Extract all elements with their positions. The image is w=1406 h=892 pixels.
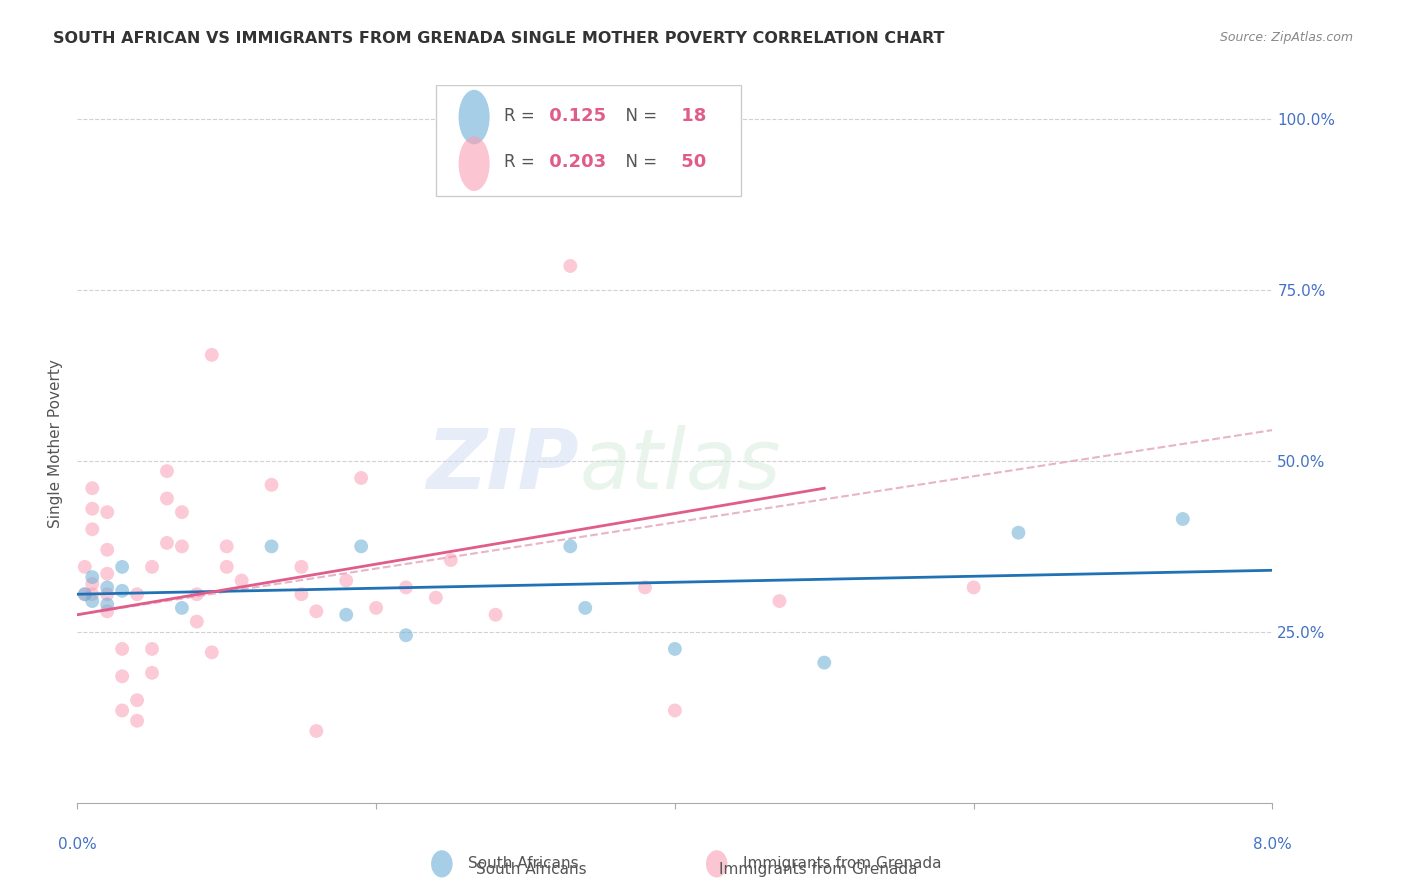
Point (813, 656, 835, 670)
Point (1171, 512, 1194, 526)
Ellipse shape (458, 136, 489, 191)
Point (96, 598, 118, 612)
Point (260, 478, 283, 492)
Text: ZIP: ZIP (426, 425, 579, 506)
Point (574, 601, 596, 615)
Text: R =: R = (503, 107, 540, 125)
Ellipse shape (458, 90, 489, 145)
Point (366, 601, 388, 615)
Point (560, 539, 582, 553)
Point (664, 703, 686, 717)
Point (111, 703, 134, 717)
Text: atlas: atlas (579, 425, 780, 506)
Point (127, 693, 149, 707)
Point (82, 577, 104, 591)
Point (111, 642, 134, 657)
Point (96, 505, 118, 519)
Point (82, 570, 104, 584)
Point (305, 604, 328, 618)
Point (231, 574, 253, 588)
Ellipse shape (432, 850, 453, 878)
Point (963, 581, 986, 595)
Point (96, 587, 118, 601)
Point (260, 539, 283, 553)
Point (634, 581, 657, 595)
Point (440, 553, 463, 567)
Point (215, 539, 238, 553)
Text: N =: N = (616, 153, 662, 171)
Y-axis label: Single Mother Poverty: Single Mother Poverty (48, 359, 63, 528)
Point (170, 539, 193, 553)
Text: 0.203: 0.203 (544, 153, 606, 171)
Point (395, 581, 418, 595)
Point (141, 665, 163, 680)
Point (350, 471, 373, 485)
Point (73, 587, 96, 601)
Point (290, 560, 312, 574)
Text: 0.0%: 0.0% (58, 838, 97, 852)
Text: Immigrants from Grenada: Immigrants from Grenada (718, 863, 918, 877)
Text: 50: 50 (675, 153, 706, 171)
Text: South Africans: South Africans (468, 856, 579, 871)
Point (127, 587, 149, 601)
Point (170, 601, 193, 615)
Point (201, 645, 224, 659)
Point (485, 607, 508, 622)
Text: South Africans: South Africans (477, 863, 586, 877)
Point (350, 539, 373, 553)
Point (82, 587, 104, 601)
Point (186, 615, 208, 629)
Point (215, 560, 238, 574)
Point (201, 348, 224, 362)
Point (141, 560, 163, 574)
Point (82, 501, 104, 516)
Point (96, 542, 118, 557)
Point (82, 594, 104, 608)
Point (111, 583, 134, 598)
Text: Immigrants from Grenada: Immigrants from Grenada (742, 856, 942, 871)
Text: Source: ZipAtlas.com: Source: ZipAtlas.com (1219, 31, 1353, 45)
Text: N =: N = (616, 107, 662, 125)
Text: 0.125: 0.125 (544, 107, 606, 125)
Point (425, 591, 447, 605)
Point (156, 464, 179, 478)
Point (111, 560, 134, 574)
Point (395, 628, 418, 642)
Point (156, 491, 179, 506)
FancyBboxPatch shape (436, 85, 741, 196)
Text: SOUTH AFRICAN VS IMMIGRANTS FROM GRENADA SINGLE MOTHER POVERTY CORRELATION CHART: SOUTH AFRICAN VS IMMIGRANTS FROM GRENADA… (53, 31, 945, 46)
Point (82, 522, 104, 536)
Text: R =: R = (503, 153, 540, 171)
Point (560, 259, 582, 273)
Point (96, 604, 118, 618)
Point (170, 505, 193, 519)
Point (73, 560, 96, 574)
Point (96, 581, 118, 595)
Point (111, 669, 134, 683)
Point (768, 594, 790, 608)
Point (186, 587, 208, 601)
Point (1007, 525, 1029, 540)
Ellipse shape (706, 850, 727, 878)
Text: 18: 18 (675, 107, 706, 125)
Point (73, 587, 96, 601)
Point (335, 574, 357, 588)
Point (127, 714, 149, 728)
Point (156, 536, 179, 550)
Point (664, 642, 686, 657)
Point (82, 481, 104, 495)
Point (335, 607, 357, 622)
Point (290, 587, 312, 601)
Point (141, 642, 163, 657)
Text: 8.0%: 8.0% (1253, 838, 1292, 852)
Point (305, 724, 328, 739)
Point (96, 566, 118, 581)
